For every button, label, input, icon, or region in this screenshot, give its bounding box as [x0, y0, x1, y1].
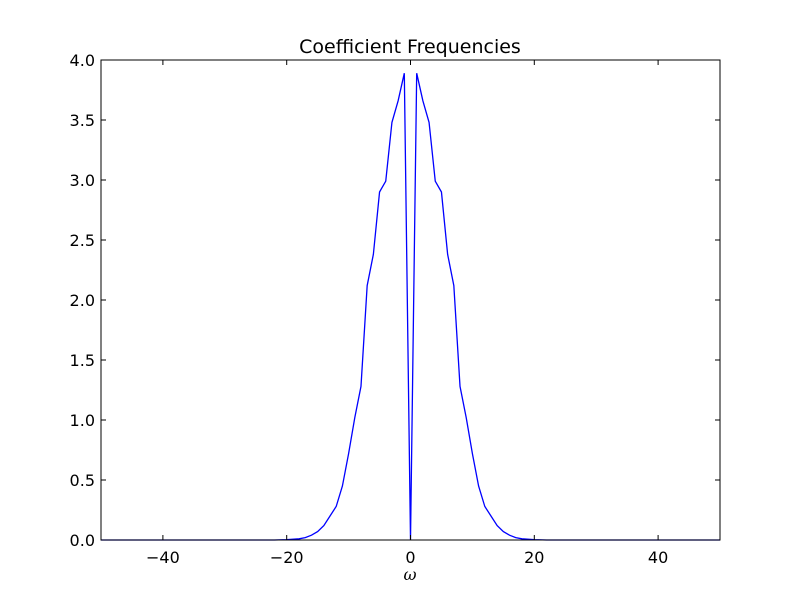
x-tick-label: 0: [405, 548, 415, 567]
x-tick-label: −20: [270, 548, 304, 567]
y-tick-label: 2.5: [70, 231, 95, 250]
y-tick-label: 1.0: [70, 411, 95, 430]
y-tick-label: 4.0: [70, 51, 95, 70]
x-axis-label: ω: [403, 565, 416, 584]
x-tick-label: −40: [146, 548, 180, 567]
chart-title: Coefficient Frequencies: [299, 36, 521, 58]
plot-area: −40 −20 0 20 40 0.0 0.5 1.0 1.5 2.0 2.5 3.0 3.5 4.0: [70, 51, 721, 567]
x-tick-label: 40: [648, 548, 668, 567]
y-tick-label: 3.5: [70, 111, 95, 130]
x-tick-label: 20: [524, 548, 544, 567]
y-tick-label: 0.0: [70, 531, 95, 550]
y-tick-label: 2.0: [70, 291, 95, 310]
y-tick-label: 3.0: [70, 171, 95, 190]
y-tick-label: 1.5: [70, 351, 95, 370]
y-tick-label: 0.5: [70, 471, 95, 490]
